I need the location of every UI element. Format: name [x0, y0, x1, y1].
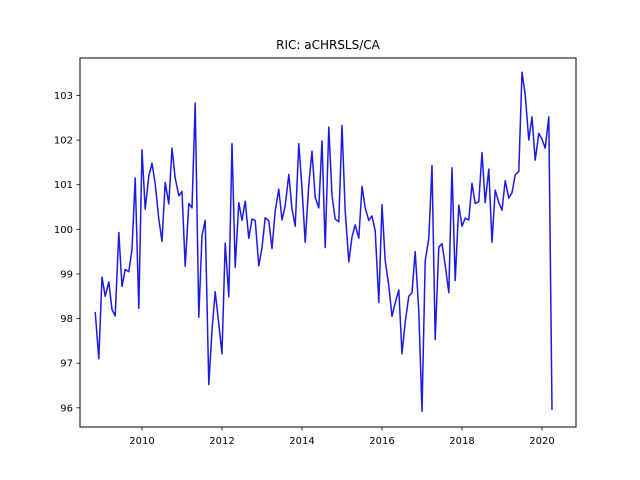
x-tick-label: 2020: [529, 436, 554, 447]
y-tick-label: 97: [60, 359, 73, 370]
y-tick-label: 103: [54, 91, 73, 102]
x-tick-label: 2018: [449, 436, 474, 447]
y-tick-label: 102: [54, 136, 73, 147]
y-tick-label: 98: [60, 314, 73, 325]
y-tick-label: 100: [54, 225, 73, 236]
x-tick-label: 2010: [129, 436, 154, 447]
y-axis: 96 97 98 99 100 101 102 103: [54, 91, 80, 414]
x-axis: 2010 2012 2014 2016 2018 2020: [129, 427, 555, 447]
x-tick-label: 2014: [289, 436, 314, 447]
x-tick-label: 2016: [369, 436, 394, 447]
axes-frame: [79, 57, 577, 428]
chart-title: RIC: aCHRSLS/CA: [276, 38, 381, 52]
y-tick-label: 101: [54, 180, 73, 191]
y-tick-label: 96: [60, 403, 73, 414]
series-line-0: [94, 71, 553, 413]
x-tick-label: 2012: [209, 436, 234, 447]
y-tick-label: 99: [60, 269, 73, 280]
plot-area: [94, 71, 553, 413]
